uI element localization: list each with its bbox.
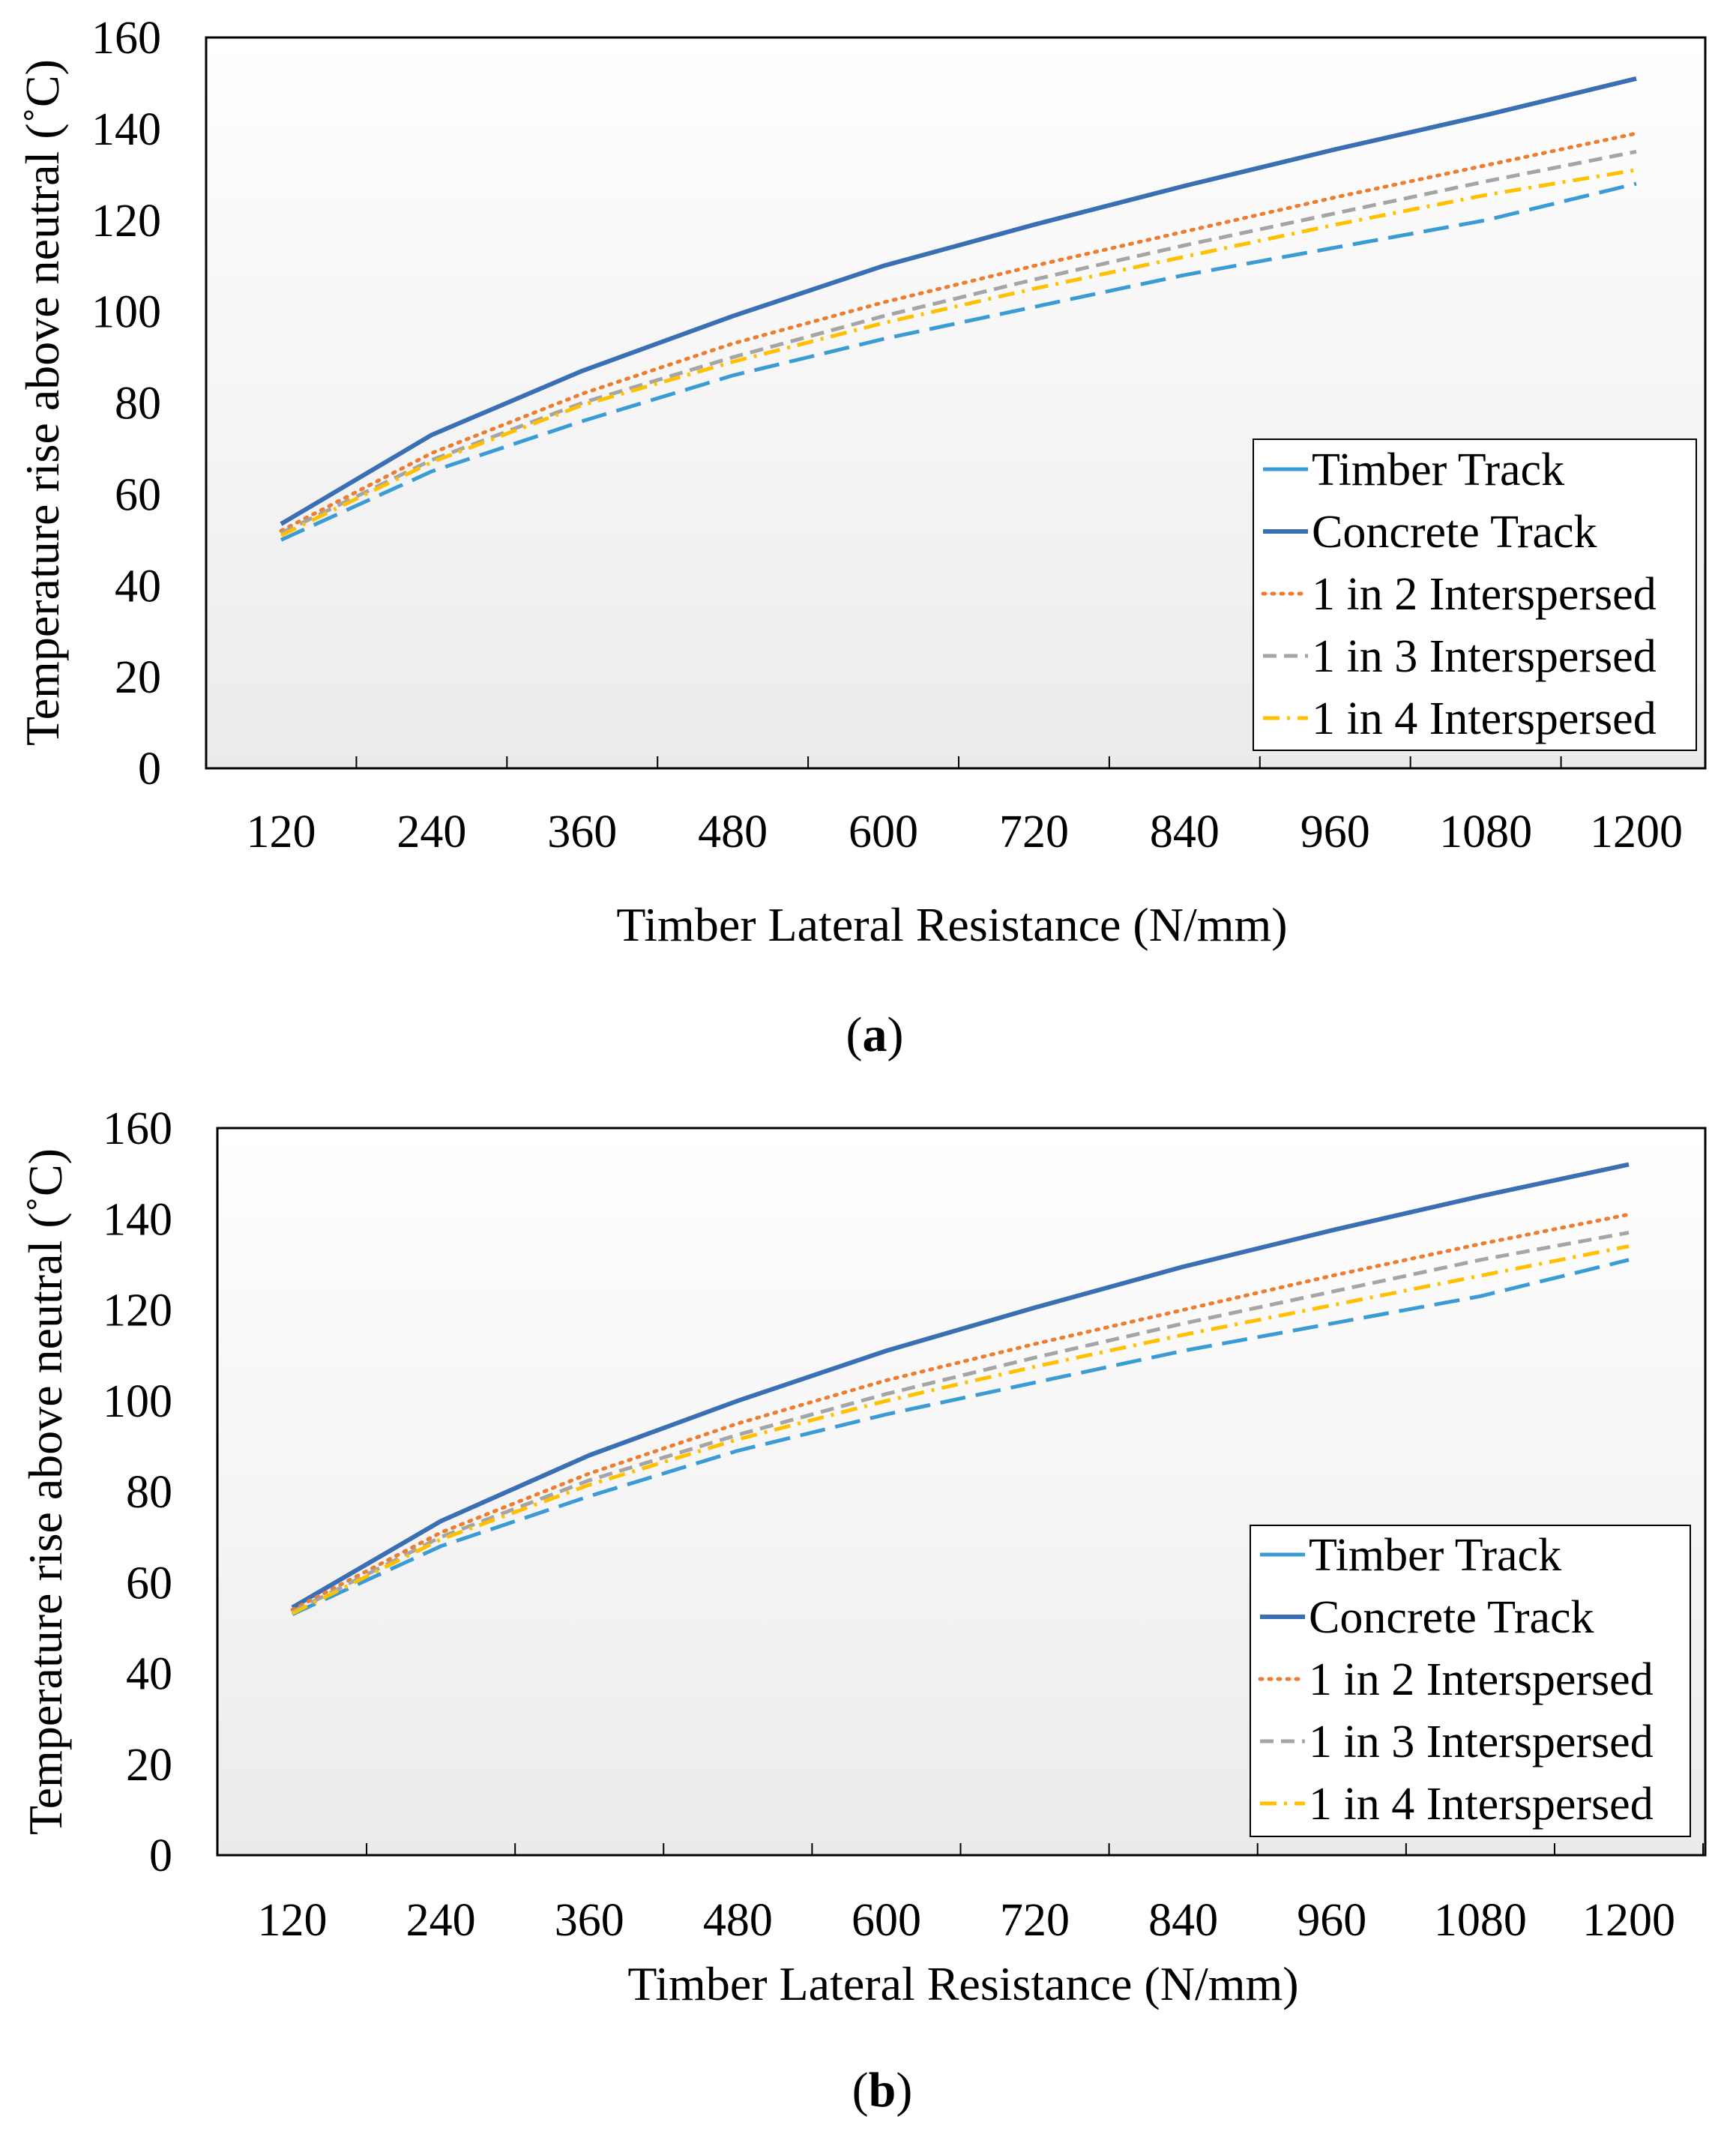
x-tick-label: 360 [555, 1895, 624, 1946]
panel-label: (b) [852, 2063, 913, 2118]
y-tick-label: 80 [126, 1467, 172, 1518]
y-axis-title: Temperature rise above neutral (˚C) [16, 59, 69, 746]
x-tick-label: 1200 [1590, 807, 1683, 858]
x-tick-label: 480 [703, 1895, 773, 1946]
legend-box [1250, 1525, 1691, 1837]
y-tick-label: 160 [91, 13, 161, 64]
x-tick-label: 360 [547, 807, 617, 858]
legend: Timber Track Concrete Track 1 in 2 Intersp… [1250, 1525, 1691, 1837]
x-tick-label: 1080 [1434, 1895, 1527, 1946]
legend-label: 1 in 3 Interspersed [1309, 1717, 1654, 1767]
series-line-1-in-3-interspersed [291, 1230, 1630, 1614]
y-tick-label: 120 [91, 196, 161, 247]
chart-panel-b: 120 240 360 480 600 720 840 960 1080 1200 0 20 40 60… [19, 1103, 1707, 2118]
series-line-concrete-track [291, 1162, 1630, 1610]
y-tick-label: 40 [115, 561, 161, 612]
x-tick-label: 480 [698, 807, 768, 858]
series-line-1-in-2-interspersed [279, 131, 1639, 533]
legend-label: 1 in 3 Interspersed [1312, 631, 1657, 682]
y-tick-label: 20 [126, 1740, 172, 1791]
series-line-1-in-2-interspersed [290, 1212, 1631, 1612]
panel-label-letter: b [869, 2063, 896, 2118]
y-tick-label: 60 [126, 1558, 172, 1609]
legend-label: Concrete Track [1309, 1592, 1594, 1643]
y-tick-label: 20 [115, 652, 161, 703]
series-line-timber-track [280, 181, 1637, 542]
x-tick-label: 240 [406, 1895, 476, 1946]
y-tick-label: 60 [115, 469, 161, 520]
legend-label: 1 in 2 Interspersed [1309, 1654, 1654, 1705]
x-tick-labels: 120 240 360 480 600 720 840 960 1080 1200 [258, 1895, 1676, 1946]
y-tick-label: 160 [103, 1103, 172, 1154]
x-tick-marks [355, 756, 1562, 768]
x-tick-label: 1080 [1439, 807, 1532, 858]
x-tick-label: 600 [852, 1895, 921, 1946]
x-axis-title: Timber Lateral Resistance (N/mm) [616, 898, 1287, 951]
legend-label: Timber Track [1309, 1530, 1561, 1581]
y-tick-label: 120 [103, 1286, 172, 1336]
series-line-1-in-4-interspersed [291, 1244, 1630, 1615]
x-tick-label: 120 [247, 807, 316, 858]
x-tick-label: 840 [1148, 1895, 1218, 1946]
y-tick-label: 100 [91, 287, 161, 338]
x-tick-label: 960 [1301, 807, 1370, 858]
legend-label: Timber Track [1312, 444, 1564, 495]
legend-label: 1 in 2 Interspersed [1312, 569, 1657, 620]
x-tick-label: 960 [1297, 1895, 1366, 1946]
panel-label: (a) [846, 1007, 904, 1062]
y-tick-label: 100 [103, 1376, 172, 1427]
panel-label-letter: a [863, 1007, 887, 1062]
x-tick-marks [366, 1843, 1705, 1855]
series-line-timber-track [291, 1258, 1630, 1616]
x-tick-label: 720 [999, 807, 1069, 858]
x-tick-label: 840 [1150, 807, 1220, 858]
x-tick-label: 120 [258, 1895, 328, 1946]
y-tick-labels: 0 20 40 60 80 100 120 140 160 [103, 1103, 172, 1881]
legend-box [1253, 438, 1697, 751]
y-tick-labels: 0 20 40 60 80 100 120 140 160 [91, 13, 161, 795]
x-tick-label: 720 [1000, 1895, 1070, 1946]
series-lines [290, 1162, 1631, 1616]
y-tick-label: 140 [91, 104, 161, 155]
x-axis-title: Timber Lateral Resistance (N/mm) [627, 1957, 1298, 2010]
y-tick-label: 40 [126, 1649, 172, 1700]
chart-panel-a: 120 240 360 480 600 720 840 960 1080 1200 0 20 40 60… [16, 13, 1707, 1062]
legend-label: 1 in 4 Interspersed [1312, 693, 1657, 744]
y-tick-label: 0 [149, 1830, 172, 1881]
y-tick-label: 140 [103, 1194, 172, 1245]
legend-label: 1 in 4 Interspersed [1309, 1779, 1654, 1830]
series-line-concrete-track [280, 76, 1637, 526]
y-axis-title: Temperature rise above neutral (˚C) [19, 1148, 72, 1835]
series-lines [279, 76, 1639, 542]
series-line-1-in-3-interspersed [280, 149, 1637, 535]
x-tick-label: 600 [849, 807, 918, 858]
x-tick-label: 1200 [1582, 1895, 1675, 1946]
x-tick-labels: 120 240 360 480 600 720 840 960 1080 1200 [247, 807, 1684, 858]
x-tick-label: 240 [397, 807, 466, 858]
legend: Timber Track Concrete Track 1 in 2 Intersp… [1253, 438, 1697, 751]
legend-label: Concrete Track [1312, 507, 1597, 558]
series-line-1-in-4-interspersed [280, 168, 1637, 537]
y-tick-label: 80 [115, 379, 161, 430]
y-tick-label: 0 [138, 744, 161, 795]
